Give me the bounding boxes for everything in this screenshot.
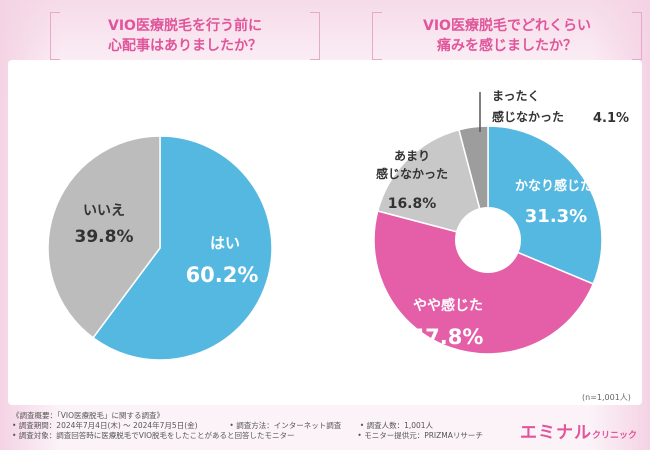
question-1-line1: VIO医療脱毛を行う前に	[108, 18, 262, 34]
footer-count: • 調査人数：1,001人	[359, 421, 434, 430]
bracket-right	[310, 12, 320, 60]
footer-period: • 調査期間：2024年7月4日(木) 〜 2024年7月5日(金)	[12, 421, 198, 430]
bracket-left	[50, 12, 60, 60]
logo-sub: クリニック	[592, 431, 638, 441]
question-2-line1: VIO医療脱毛でどれくらい	[423, 18, 591, 34]
clinic-logo: エミナルクリニック	[520, 418, 637, 443]
pie2-label-none-2: 感じなかった	[492, 109, 564, 124]
pie2-label-notmuch-1: あまり	[394, 149, 430, 163]
pie2-value-somewhat: 47.8%	[411, 325, 484, 349]
question-2-title: VIO医療脱毛でどれくらい 痛みを感じましたか？	[372, 12, 642, 60]
pie1-value-no: 39.8%	[75, 227, 134, 247]
pie2-label-somewhat: やや感じた	[413, 297, 483, 314]
sample-size-note: (n=1,001人)	[582, 393, 631, 402]
pie1-label-no: いいえ	[83, 203, 125, 219]
pie1-value-yes: 60.2%	[186, 263, 259, 287]
pie1-slice-1	[47, 135, 161, 339]
pie2-label-strong: かなり感じた	[515, 178, 593, 194]
pie2-slice-1	[373, 210, 595, 355]
footer-line1: 《調査概要：「VIO医療脱毛」に関する調査》	[12, 411, 512, 421]
question-1-line2: 心配事はありましたか？	[108, 38, 262, 54]
survey-footer: 《調査概要：「VIO医療脱毛」に関する調査》 • 調査期間：2024年7月4日(…	[12, 411, 512, 441]
pie2-value-strong: 31.3%	[525, 206, 587, 227]
footer-method: • 調査方法：インターネット調査	[229, 421, 342, 430]
footer-line3: • 調査対象：調査回答時に医療脱毛でVIO脱毛をしたことがあると回答したモニター…	[12, 431, 512, 441]
pie1-label-yes: はい	[210, 234, 240, 252]
pie2-value-none: 4.1%	[593, 111, 629, 126]
question-1-title: VIO医療脱毛を行う前に 心配事はありましたか？	[50, 12, 320, 60]
pie2-label-none-1: まったく	[492, 89, 540, 103]
question-2-line2: 痛みを感じましたか？	[437, 38, 577, 54]
pie2-label-notmuch-2: 感じなかった	[376, 166, 448, 181]
bracket-right	[632, 12, 642, 60]
footer-target: • 調査対象：調査回答時に医療脱毛でVIO脱毛をしたことがあると回答したモニター	[12, 431, 295, 440]
logo-main: エミナル	[520, 423, 592, 443]
bracket-left	[372, 12, 382, 60]
footer-line2: • 調査期間：2024年7月4日(木) 〜 2024年7月5日(金) • 調査方…	[12, 421, 512, 431]
footer-provider: • モニター提供元：PRIZMAリサーチ	[357, 431, 483, 440]
pie2-value-notmuch: 16.8%	[388, 196, 437, 212]
footer-summary: 《調査概要：「VIO医療脱毛」に関する調査》	[12, 411, 164, 420]
pie2-slice-2	[376, 128, 490, 242]
pie2-donut-hole	[455, 207, 521, 273]
pie1-slice-0	[91, 135, 273, 361]
